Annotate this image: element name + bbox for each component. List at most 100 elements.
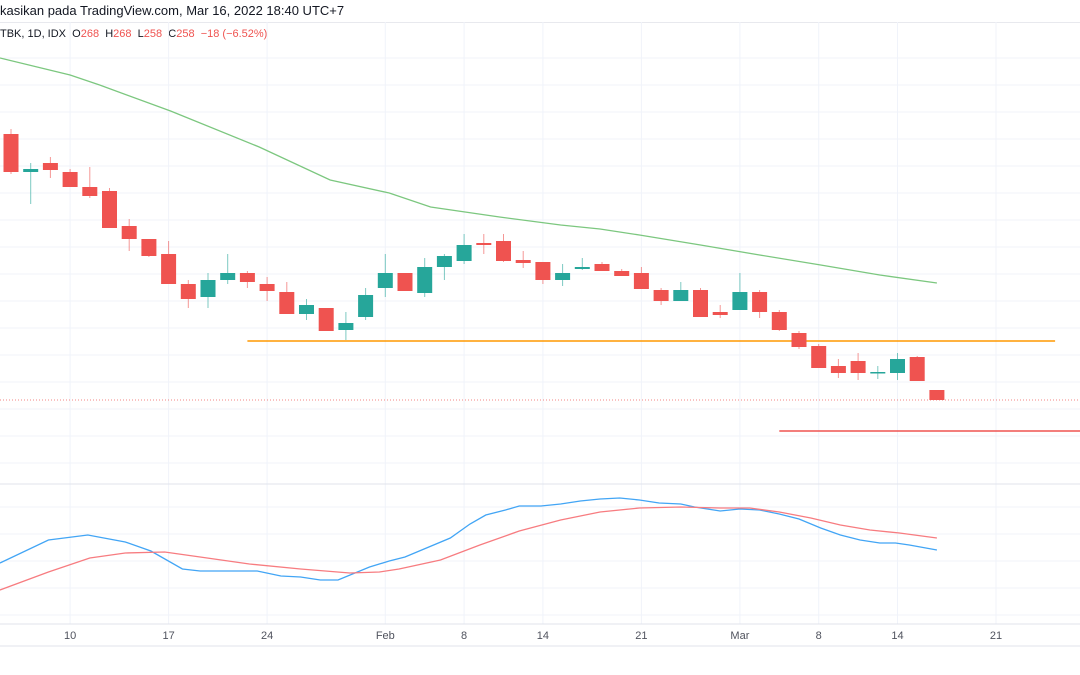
candle — [574, 258, 590, 270]
candle-body — [456, 245, 472, 261]
candle — [338, 312, 354, 340]
oscillator-osc_slow-line — [0, 506, 937, 591]
candle — [3, 129, 19, 174]
low-label: L — [137, 28, 144, 40]
candle — [693, 288, 708, 317]
candle-body — [811, 346, 827, 368]
candle — [62, 169, 78, 187]
candle-body — [338, 323, 354, 330]
candle-body — [771, 312, 787, 330]
candle — [456, 234, 472, 264]
candle — [436, 254, 452, 280]
candle-body — [82, 187, 98, 196]
candle — [830, 359, 846, 378]
open-value: 268 — [80, 28, 100, 40]
candle — [102, 188, 117, 228]
x-tick-label: 10 — [64, 630, 76, 642]
candle — [239, 271, 255, 288]
candle-body — [239, 273, 255, 282]
candle — [279, 282, 295, 314]
symbol-legend: TBK, 1D, IDX O268 H268 L258 C258 −18 (−6… — [0, 28, 267, 40]
candle-body — [259, 284, 275, 291]
candle-body — [653, 290, 669, 301]
candle — [496, 234, 511, 262]
x-tick-label: 8 — [461, 630, 467, 642]
candle-body — [515, 260, 531, 263]
candle-body — [358, 295, 374, 317]
low-value: 258 — [143, 28, 163, 40]
candle — [259, 277, 275, 301]
candle-body — [929, 390, 945, 400]
candle-body — [614, 271, 630, 276]
candle — [555, 264, 571, 286]
candle — [417, 258, 433, 297]
candle-body — [377, 273, 393, 288]
candle — [82, 167, 98, 198]
oscillator-osc_fast-line — [0, 497, 938, 581]
moving-average-line — [0, 57, 937, 284]
candle-body — [496, 241, 511, 261]
candle-body — [791, 333, 807, 347]
candle-body — [555, 273, 571, 280]
candle — [732, 273, 748, 310]
candle-body — [850, 361, 866, 373]
candle-body — [279, 292, 295, 314]
candle-body — [712, 312, 728, 315]
candle — [653, 288, 669, 305]
candle-body — [417, 267, 433, 293]
candle — [180, 280, 196, 308]
gridlines — [0, 22, 1080, 624]
candle-body — [23, 169, 39, 172]
change-value: −18 (−6.52%) — [200, 28, 268, 40]
candle-body — [180, 284, 196, 299]
candle-body — [102, 191, 117, 228]
candle — [673, 282, 689, 301]
candle-body — [62, 172, 78, 187]
x-tick-label: 8 — [816, 630, 822, 642]
candle — [890, 353, 905, 380]
candle — [161, 241, 177, 284]
candle-body — [693, 290, 708, 317]
candle-body — [673, 290, 689, 301]
candle — [141, 239, 157, 257]
x-tick-label: Feb — [376, 630, 395, 642]
candle-body — [161, 254, 177, 284]
symbol-label: TBK, 1D, IDX — [0, 28, 67, 40]
candle-body — [299, 305, 314, 314]
candle-body — [42, 163, 58, 170]
candle-body — [890, 359, 905, 373]
candle — [397, 273, 413, 291]
candle-body — [220, 273, 236, 280]
candle — [121, 219, 137, 251]
candle — [633, 267, 649, 289]
candle-body — [594, 264, 610, 271]
candle — [791, 331, 807, 349]
candle — [318, 308, 334, 331]
candle-body — [574, 267, 590, 269]
publish-info: kasikan pada TradingView.com, Mar 16, 20… — [0, 3, 345, 18]
candle — [712, 305, 728, 318]
close-value: 258 — [176, 28, 195, 40]
candle-body — [633, 273, 649, 289]
candle — [811, 344, 827, 368]
candle — [535, 262, 551, 284]
candle-body — [121, 226, 137, 239]
candle-body — [830, 366, 846, 373]
open-label: O — [72, 28, 81, 40]
candle — [299, 299, 314, 320]
candle — [42, 157, 58, 178]
candle — [752, 290, 768, 318]
x-tick-label: 14 — [537, 630, 549, 642]
candle — [220, 254, 236, 284]
candle-body — [870, 372, 886, 374]
candle-body — [732, 292, 748, 310]
close-label: C — [168, 28, 177, 40]
candle — [929, 390, 945, 400]
candle — [200, 273, 216, 308]
candle — [594, 262, 610, 271]
candle — [850, 353, 866, 380]
candle-body — [752, 292, 768, 312]
candle — [515, 251, 531, 268]
x-tick-label: 14 — [891, 630, 903, 642]
